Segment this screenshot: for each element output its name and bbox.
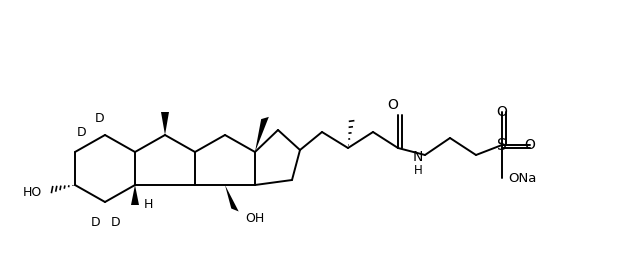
Text: S: S — [497, 137, 507, 152]
Text: O: O — [525, 138, 536, 152]
Text: HO: HO — [22, 185, 42, 199]
Polygon shape — [161, 112, 169, 135]
Text: D: D — [111, 215, 121, 229]
Text: O: O — [497, 105, 508, 119]
Text: D: D — [91, 215, 101, 229]
Polygon shape — [225, 185, 239, 211]
Text: N: N — [413, 150, 423, 164]
Text: O: O — [388, 98, 399, 112]
Text: H: H — [413, 163, 422, 177]
Text: OH: OH — [245, 211, 264, 225]
Polygon shape — [131, 185, 139, 205]
Text: H: H — [143, 199, 153, 211]
Text: ONa: ONa — [508, 172, 536, 184]
Text: D: D — [95, 111, 105, 125]
Text: D: D — [77, 125, 87, 139]
Polygon shape — [255, 117, 269, 152]
